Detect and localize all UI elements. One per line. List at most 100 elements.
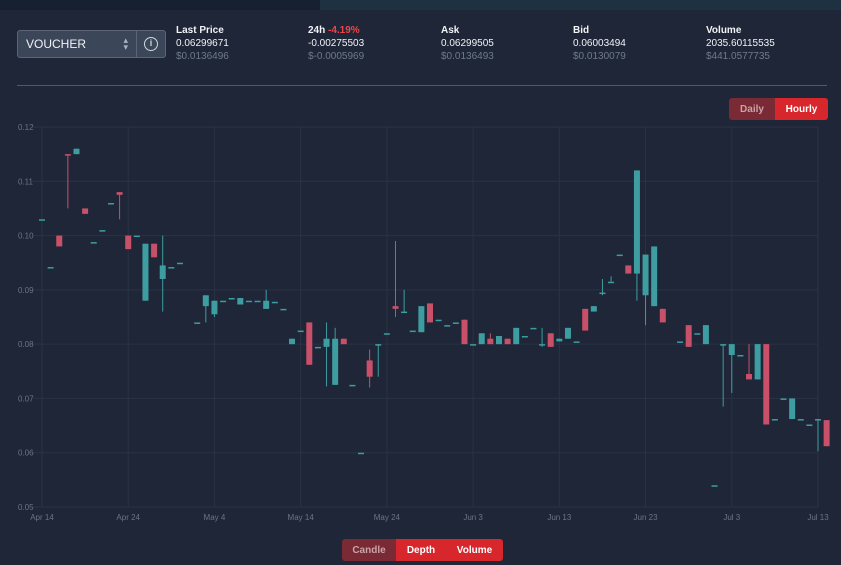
stat-value: -0.00275503 xyxy=(308,38,365,49)
candle-body xyxy=(564,327,571,339)
candle-body xyxy=(608,281,615,284)
candle-body xyxy=(176,262,183,265)
interval-toggle[interactable]: Daily Hourly xyxy=(729,98,828,120)
candle-body xyxy=(73,148,80,155)
x-tick-label: May 4 xyxy=(204,513,226,522)
pair-selector[interactable]: VOUCHER ▴ ▾ i xyxy=(17,30,166,58)
candle-body xyxy=(142,243,149,301)
candle-body xyxy=(107,203,114,205)
y-tick-label: 0.08 xyxy=(18,340,34,349)
view-toggle[interactable]: Candle Depth Volume xyxy=(342,539,503,561)
y-tick-label: 0.06 xyxy=(18,449,34,458)
candle-body xyxy=(383,333,390,335)
candle-body xyxy=(82,208,89,214)
depth-button[interactable]: Depth xyxy=(396,539,446,561)
candle-body xyxy=(728,344,735,355)
candle-body xyxy=(349,384,356,387)
candle-body xyxy=(504,338,511,345)
candle-body xyxy=(90,242,97,244)
info-button[interactable]: i xyxy=(136,31,165,57)
candle-body xyxy=(306,322,313,365)
candle-body xyxy=(616,254,623,257)
volume-button[interactable]: Volume xyxy=(446,539,503,561)
candle-body xyxy=(194,322,201,324)
x-tick-label: Jul 13 xyxy=(807,513,829,522)
stat-24h: 24h -4.19% -0.00275503 $-0.0005969 xyxy=(308,24,364,63)
candle-body xyxy=(780,398,787,400)
stat-label: Last Price xyxy=(176,25,224,36)
candle-body xyxy=(659,308,666,323)
x-tick-label: Apr 24 xyxy=(116,513,140,522)
hourly-button[interactable]: Hourly xyxy=(775,98,828,120)
stat-usd: $-0.0005969 xyxy=(308,51,365,62)
candle-body xyxy=(487,338,494,345)
candle-body xyxy=(478,333,485,345)
y-tick-label: 0.11 xyxy=(18,177,34,186)
candle-body xyxy=(202,295,209,307)
candle-body xyxy=(220,300,227,303)
candle-body xyxy=(125,235,132,250)
candle-body xyxy=(289,338,296,345)
stat-usd: $0.0130079 xyxy=(573,51,626,62)
stat-last-price: Last Price 0.06299671 $0.0136496 xyxy=(176,24,229,63)
candle-body xyxy=(47,267,54,269)
candle-body xyxy=(754,344,761,380)
candle-body xyxy=(245,300,252,303)
candle-body xyxy=(470,344,477,346)
stat-usd: $0.0136493 xyxy=(441,51,494,62)
candle-body xyxy=(211,300,218,315)
candle-body xyxy=(806,424,813,426)
x-tick-label: Jul 3 xyxy=(723,513,740,522)
stat-value: 0.06299671 xyxy=(176,38,229,49)
candle-body xyxy=(711,485,718,487)
stat-change: -4.19% xyxy=(328,25,360,36)
x-tick-label: Apr 14 xyxy=(30,513,54,522)
candle-body xyxy=(625,265,632,274)
candle-body xyxy=(633,170,640,274)
stat-value: 0.06003494 xyxy=(573,38,626,49)
candle-body xyxy=(375,344,382,346)
candle-body xyxy=(254,300,261,303)
candle-body xyxy=(737,355,744,357)
stat-label: Ask xyxy=(441,25,460,36)
candle-body xyxy=(797,419,804,421)
candle-body xyxy=(237,298,244,305)
candle-body xyxy=(642,254,649,296)
pair-select[interactable]: VOUCHER ▴ ▾ xyxy=(18,31,136,57)
candle-body xyxy=(521,336,528,338)
candle-body xyxy=(99,230,106,232)
stat-ask: Ask 0.06299505 $0.0136493 xyxy=(441,24,494,63)
candle-body xyxy=(452,322,459,324)
stat-value: 2035.60115535 xyxy=(706,38,775,49)
candle-body xyxy=(314,346,321,349)
candle-body xyxy=(392,306,399,309)
candle-body xyxy=(685,325,692,347)
candle-body xyxy=(789,398,796,420)
candle-body xyxy=(556,338,563,342)
candle-body xyxy=(271,301,278,304)
stat-label: Volume xyxy=(706,25,742,36)
candle-body xyxy=(590,306,597,312)
daily-button[interactable]: Daily xyxy=(729,98,775,120)
top-bar-accent xyxy=(320,0,841,10)
x-tick-label: Jun 23 xyxy=(634,513,659,522)
candle-button[interactable]: Candle xyxy=(342,539,396,561)
candle-body xyxy=(340,338,347,345)
candle-body xyxy=(530,327,537,330)
y-tick-label: 0.12 xyxy=(18,123,34,132)
candle-body xyxy=(366,360,373,377)
candle-body xyxy=(823,420,830,447)
candle-body xyxy=(702,325,709,345)
y-tick-label: 0.05 xyxy=(18,503,34,512)
candle-body xyxy=(539,344,546,346)
candle-body xyxy=(56,235,63,247)
x-tick-label: Jun 13 xyxy=(547,513,572,522)
candle-body xyxy=(64,154,71,156)
candle-body xyxy=(513,327,520,345)
candle-body xyxy=(815,419,821,421)
candle-body xyxy=(547,333,554,347)
candle-body xyxy=(677,341,684,343)
stat-volume: Volume 2035.60115535 $441.0577735 xyxy=(706,24,775,63)
candle-body xyxy=(582,308,589,331)
